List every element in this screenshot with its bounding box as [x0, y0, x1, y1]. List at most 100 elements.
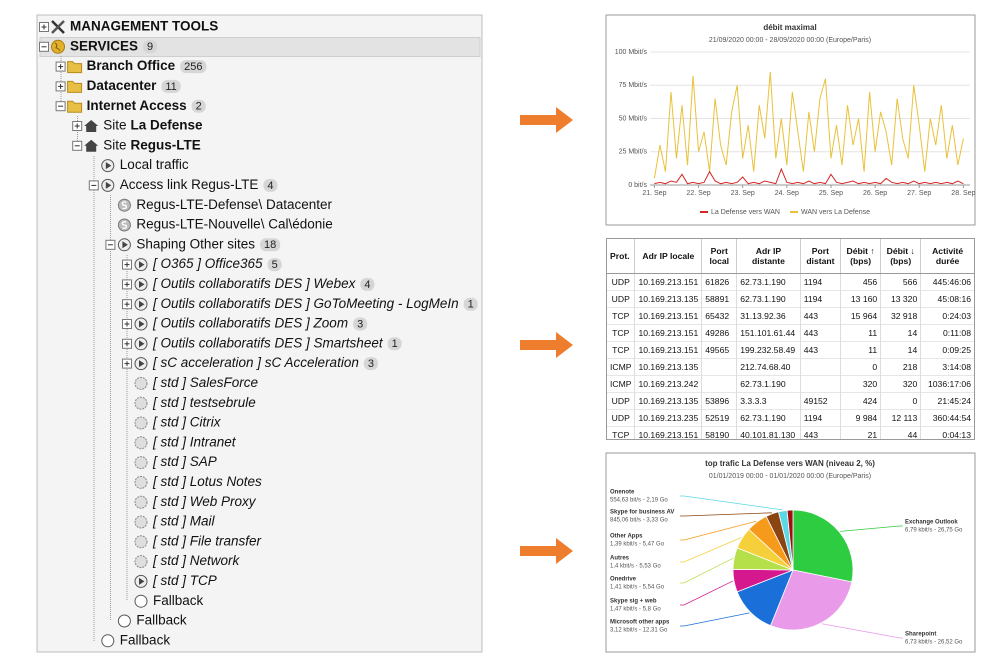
node-label: [ std ] Network — [152, 553, 241, 568]
table-cell: 9 984 — [840, 409, 881, 427]
slice-value-label: 845,06 bit/s - 3,33 Go — [610, 518, 668, 524]
y-tick-label: 75 Mbit/s — [619, 82, 648, 89]
table-cell: 49286 — [701, 324, 737, 342]
table-cell: 443 — [799, 426, 841, 439]
tree-panel — [36, 14, 483, 653]
node-label: Fallback — [120, 632, 171, 647]
icon-s — [117, 198, 131, 212]
icon-folder — [67, 100, 83, 113]
node-label: [ std ] Citrix — [152, 415, 222, 430]
node-label: Shaping Other sites — [136, 236, 255, 251]
table-cell: 62.73.1.190 — [736, 409, 801, 427]
node-prefix: Site — [103, 137, 126, 152]
table-cell: 21 — [840, 426, 881, 439]
node-label: [ std ] TCP — [152, 573, 217, 588]
table-cell: 40.101.81.130 — [736, 426, 801, 439]
table-cell: 15 964 — [840, 307, 881, 325]
arrow — [520, 332, 573, 358]
table-cell: 58891 — [701, 290, 737, 308]
play-arrow — [139, 360, 145, 368]
table-cell: 52519 — [701, 409, 737, 427]
table-cell: 21:45:24 — [920, 392, 974, 410]
table-cell: 44 — [880, 426, 921, 439]
badge-count: 9 — [147, 41, 153, 53]
y-tick-label: 100 Mbit/s — [615, 49, 648, 56]
table-cell: 443 — [799, 324, 841, 342]
table-body: UDP 10.169.213.151 61826 62.73.1.190 1194 456… — [607, 273, 974, 439]
slice-value-label: 1,39 kbit/s - 5,47 Go — [610, 542, 665, 548]
table-row: UDP 10.169.213.235 52519 62.73.1.190 1194 9 9… — [607, 409, 974, 427]
table-row: UDP 10.169.213.135 58891 62.73.1.190 1194 13 … — [607, 290, 974, 308]
table-cell: 3.3.3.3 — [736, 392, 801, 410]
icon-play — [134, 297, 148, 311]
table-cell: 10.169.213.151 — [634, 426, 702, 439]
column-header: Prot. — [607, 239, 635, 274]
badge — [263, 178, 278, 192]
icon-s — [117, 218, 131, 232]
arrows — [520, 107, 573, 564]
node-label: [ std ] Intranet — [152, 434, 237, 449]
table-cell: 49152 — [799, 392, 841, 410]
column-header: Port local — [701, 239, 737, 274]
table-cell: 13 320 — [880, 290, 921, 308]
leader-line — [840, 525, 903, 532]
table-cell: 10.169.213.135 — [634, 358, 702, 376]
table-cell: 218 — [880, 358, 921, 376]
std — [134, 515, 148, 529]
play-arrow — [105, 162, 112, 170]
table-cell: 3:14:08 — [920, 358, 974, 376]
play-arrow — [139, 261, 145, 269]
slice-name: Exchange Outlook — [905, 520, 958, 526]
icon-std — [134, 456, 148, 470]
x-tick-label: 27. Sep — [907, 190, 931, 197]
table-cell: TCP — [607, 426, 635, 439]
icon-circle — [134, 594, 148, 608]
icon-tools — [51, 20, 65, 34]
table-cell: 212.74.68.40 — [736, 358, 801, 376]
play-arrow — [139, 320, 145, 328]
std — [134, 376, 148, 390]
table-cell: UDP — [607, 409, 635, 427]
node-label: MANAGEMENT TOOLS — [70, 19, 218, 34]
badge-count: 1 — [392, 338, 398, 350]
node-label: Access link Regus-LTE — [120, 177, 259, 192]
table-cell: 58190 — [701, 426, 737, 439]
table-cell: TCP — [607, 307, 635, 325]
table-cell: 10.169.213.151 — [634, 324, 702, 342]
table-cell: 45:08:16 — [920, 290, 974, 308]
icon-site — [84, 120, 99, 132]
table-row: ICMP 10.169.213.135 212.74.68.40 0 218 3:14:0… — [607, 358, 974, 376]
column-header: Adr IP distante — [736, 239, 801, 274]
table-cell: 1194 — [799, 409, 841, 427]
badge — [143, 40, 158, 54]
leader-line — [680, 495, 783, 511]
connections-table: Prot. Adr IP locale Port local Adr IP dista… — [607, 239, 974, 439]
y-tick-label: 50 Mbit/s — [619, 115, 648, 122]
icon-std — [134, 396, 148, 410]
node-label: [ std ] SalesForce — [152, 375, 258, 390]
x-tick-label: 25. Sep — [819, 190, 843, 197]
line-chart-title: débit maximal — [763, 23, 816, 32]
column-header: Adr IP locale — [634, 239, 702, 274]
pie-slice — [786, 509, 794, 571]
table-row: TCP 10.169.213.151 49565 199.232.58.49 443 11… — [607, 341, 974, 359]
slice-name: Skype sig + web — [610, 599, 657, 605]
table-cell: 0:04:13 — [920, 426, 974, 439]
column-header: Activité durée — [920, 239, 974, 274]
icon-globe — [51, 39, 65, 54]
badge-count: 4 — [267, 180, 273, 192]
pie-chart-title: top trafic La Defense vers WAN (niveau 2… — [705, 459, 875, 468]
table-panel: Prot. Adr IP locale Port local Adr IP dista… — [606, 238, 975, 440]
table-cell: 443 — [799, 341, 841, 359]
table-cell: ICMP — [607, 375, 635, 393]
node-label: [ std ] Web Proxy — [152, 494, 257, 509]
table-cell: 1036:17:06 — [920, 375, 974, 393]
table-cell: 61826 — [701, 273, 737, 291]
badge-count: 18 — [264, 239, 276, 251]
play-arrow — [139, 340, 145, 348]
leader-line — [680, 512, 772, 517]
node-label: [ Outils collaboratifs DES ] GoToMeeting… — [152, 296, 459, 311]
table-cell — [701, 375, 737, 393]
node-label: Regus-LTE-Nouvelle\ Cal\édonie — [136, 217, 332, 232]
legend-label: La Defense vers WAN — [711, 209, 780, 216]
